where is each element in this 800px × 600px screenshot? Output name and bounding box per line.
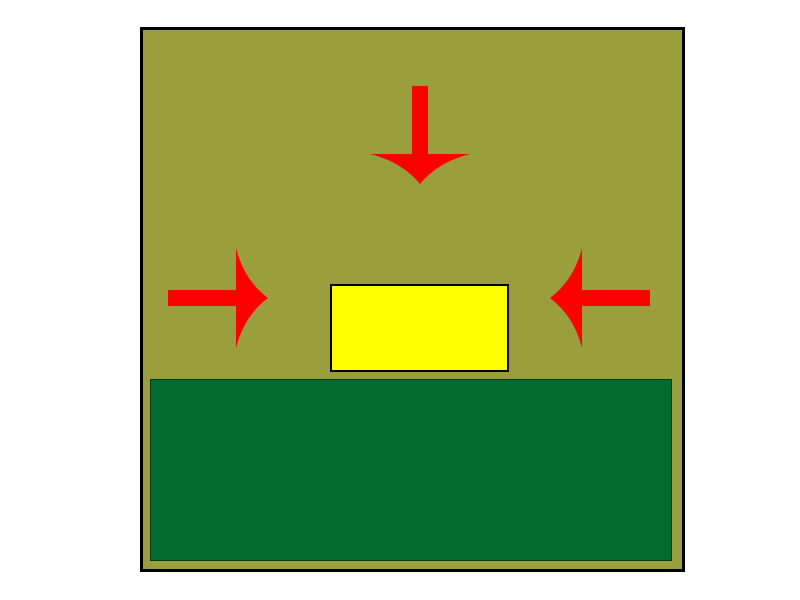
arrow-right-shape xyxy=(550,248,650,348)
yellow-block xyxy=(330,284,509,372)
arrow-left xyxy=(168,248,268,348)
arrow-left-shape xyxy=(168,248,268,348)
green-ground-region xyxy=(150,379,672,561)
arrow-top xyxy=(370,86,470,184)
arrow-top-shape xyxy=(370,86,470,184)
arrow-right xyxy=(550,248,650,348)
